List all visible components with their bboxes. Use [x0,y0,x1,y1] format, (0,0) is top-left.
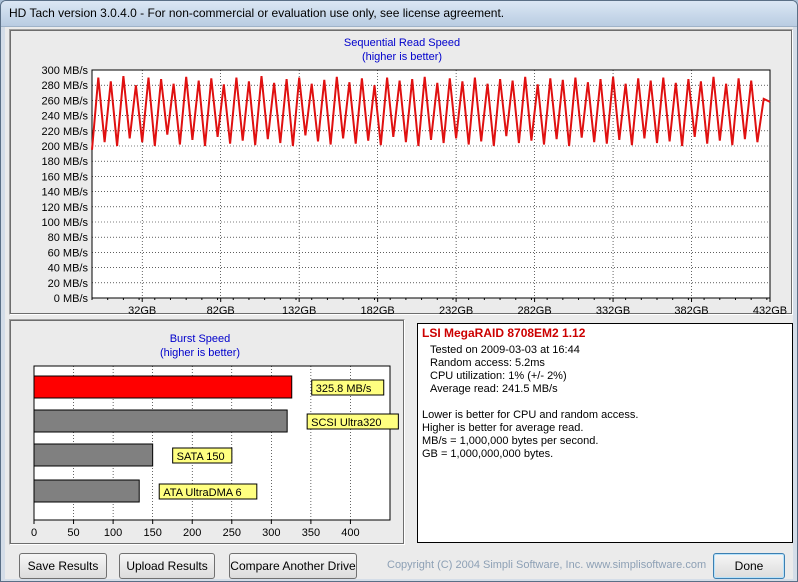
sequential-y-tick-label: 100 MB/s [42,217,89,229]
burst-x-tick-label: 200 [183,527,201,539]
burst-bar-label: ATA UltraDMA 6 [163,487,241,499]
note-higher-better: Higher is better for average read. [422,422,584,434]
sequential-y-tick-label: 260 MB/s [42,95,89,107]
note-mbs-definition: MB/s = 1,000,000 bytes per second. [422,435,599,447]
burst-x-tick-label: 0 [31,527,37,539]
sequential-chart-subtitle: (higher is better) [362,51,442,63]
note-lower-better: Lower is better for CPU and random acces… [422,409,639,421]
burst-bar [33,409,288,433]
sequential-y-tick-label: 160 MB/s [42,171,89,183]
sequential-x-tick-label: 282GB [517,305,551,316]
burst-x-tick-label: 400 [341,527,359,539]
save-results-button[interactable]: Save Results [19,553,107,579]
sequential-x-tick-label: 232GB [439,305,473,316]
done-button[interactable]: Done [713,553,785,579]
upload-results-button[interactable]: Upload Results [119,553,215,579]
sequential-x-tick-label: 132GB [282,305,316,316]
sequential-y-tick-label: 240 MB/s [42,111,89,123]
sequential-x-tick-label: 32GB [128,305,156,316]
burst-bar-label-box [172,447,233,464]
results-info-panel: LSI MegaRAID 8708EM2 1.12 Tested on 2009… [417,323,793,543]
title-bar: HD Tach version 3.0.4.0 - For non-commer… [1,1,797,27]
burst-bar-label: SATA 150 [177,451,225,463]
burst-bar-label-box [311,379,385,396]
burst-panel: Burst Speed (higher is better) 325.8 MB/… [9,319,405,545]
random-access: Random access: 5.2ms [430,357,545,369]
sequential-y-tick-label: 20 MB/s [48,278,89,290]
burst-chart-subtitle: (higher is better) [160,347,240,359]
sequential-y-tick-label: 200 MB/s [42,141,89,153]
sequential-chart-title: Sequential Read Speed [344,37,460,49]
burst-x-tick-label: 100 [104,527,122,539]
sequential-y-tick-label: 40 MB/s [48,263,89,275]
burst-bar-label: SCSI Ultra320 [311,417,381,429]
sequential-y-tick-label: 120 MB/s [42,202,89,214]
burst-speed-chart: Burst Speed (higher is better) 325.8 MB/… [31,333,399,539]
tested-date: Tested on 2009-03-03 at 16:44 [430,344,580,356]
note-gb-definition: GB = 1,000,000,000 bytes. [422,448,554,460]
burst-x-tick-label: 50 [67,527,79,539]
sequential-x-tick-label: 182GB [361,305,395,316]
burst-chart-title: Burst Speed [170,333,231,345]
sequential-x-tick-label: 432GB [753,305,787,316]
average-read: Average read: 241.5 MB/s [430,383,558,395]
sequential-y-tick-label: 300 MB/s [42,65,89,77]
window-title: HD Tach version 3.0.4.0 - For non-commer… [9,6,505,20]
burst-bar-label-box [306,413,399,430]
sequential-y-tick-label: 140 MB/s [42,187,89,199]
sequential-y-tick-label: 60 MB/s [48,247,89,259]
sequential-plot-area [91,69,771,299]
burst-bar [33,479,140,503]
sequential-x-tick-label: 332GB [596,305,630,316]
sequential-panel: Sequential Read Speed (higher is better)… [9,29,793,316]
burst-bar-label-box [158,483,258,500]
copyright-text: Copyright (C) 2004 Simpli Software, Inc.… [387,559,707,571]
burst-bar [33,375,293,399]
sequential-x-tick-label: 382GB [674,305,708,316]
sequential-read-line [91,75,771,150]
burst-x-tick-label: 150 [143,527,161,539]
compare-another-drive-button[interactable]: Compare Another Drive [229,553,357,579]
burst-x-tick-label: 250 [223,527,241,539]
burst-x-tick-label: 300 [262,527,280,539]
sequential-y-tick-label: 80 MB/s [48,232,89,244]
sequential-x-tick-label: 82GB [207,305,235,316]
burst-bar-label: 325.8 MB/s [316,383,372,395]
burst-x-tick-label: 350 [302,527,320,539]
sequential-y-tick-label: 220 MB/s [42,126,89,138]
client-area: Sequential Read Speed (higher is better)… [5,27,793,579]
sequential-y-tick-label: 280 MB/s [42,80,89,92]
drive-name: LSI MegaRAID 8708EM2 1.12 [422,326,586,340]
cpu-utilization: CPU utilization: 1% (+/- 2%) [430,370,567,382]
sequential-y-tick-label: 0 MB/s [54,293,89,305]
sequential-y-tick-label: 180 MB/s [42,156,89,168]
burst-bar [33,443,154,467]
sequential-read-chart: Sequential Read Speed (higher is better)… [42,37,788,316]
